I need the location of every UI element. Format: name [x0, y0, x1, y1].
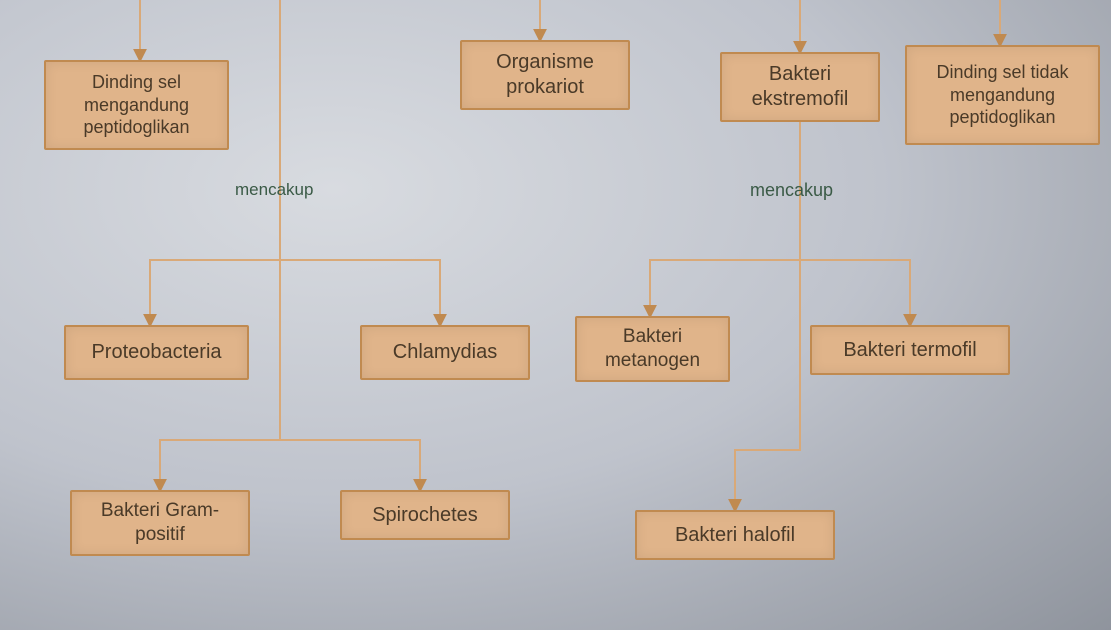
edge: [150, 0, 280, 325]
node-bakteri-termofil: Bakteri termofil: [810, 325, 1010, 375]
node-label: Bakteri termofil: [843, 338, 976, 363]
node-label: Bakteri ekstremofil: [732, 62, 868, 112]
node-label: Dinding sel tidak mengandung peptidoglik…: [917, 61, 1088, 129]
node-bakteri-ekstremofil: Bakteri ekstremofil: [720, 52, 880, 122]
node-label: Proteobacteria: [91, 340, 221, 365]
node-bakteri-metanogen: Bakteri metanogen: [575, 316, 730, 382]
edge-label-mencakup-left: mencakup: [235, 180, 313, 200]
node-chlamydias: Chlamydias: [360, 325, 530, 380]
node-bakteri-halofil: Bakteri halofil: [635, 510, 835, 560]
edge-label-text: mencakup: [750, 180, 833, 200]
node-label: Spirochetes: [372, 503, 478, 528]
node-bakteri-gram-positif: Bakteri Gram-positif: [70, 490, 250, 556]
node-label: Dinding sel mengandung peptidoglikan: [56, 71, 217, 139]
node-organisme-prokariot: Organisme prokariot: [460, 40, 630, 110]
edge: [800, 260, 910, 325]
node-label: Bakteri metanogen: [587, 325, 718, 373]
node-dinding-peptidoglikan: Dinding sel mengandung peptidoglikan: [44, 60, 229, 150]
edge: [280, 440, 420, 490]
node-label: Bakteri halofil: [675, 523, 795, 548]
node-spirochetes: Spirochetes: [340, 490, 510, 540]
edge-label-text: mencakup: [235, 180, 313, 199]
edge: [650, 122, 800, 316]
edge: [735, 260, 800, 510]
node-label: Organisme prokariot: [472, 50, 618, 100]
edge: [280, 260, 440, 325]
edge-label-mencakup-right: mencakup: [750, 180, 833, 201]
node-label: Chlamydias: [393, 340, 497, 365]
node-dinding-tidak-peptidoglikan: Dinding sel tidak mengandung peptidoglik…: [905, 45, 1100, 145]
node-label: Bakteri Gram-positif: [82, 499, 238, 547]
node-proteobacteria: Proteobacteria: [64, 325, 249, 380]
